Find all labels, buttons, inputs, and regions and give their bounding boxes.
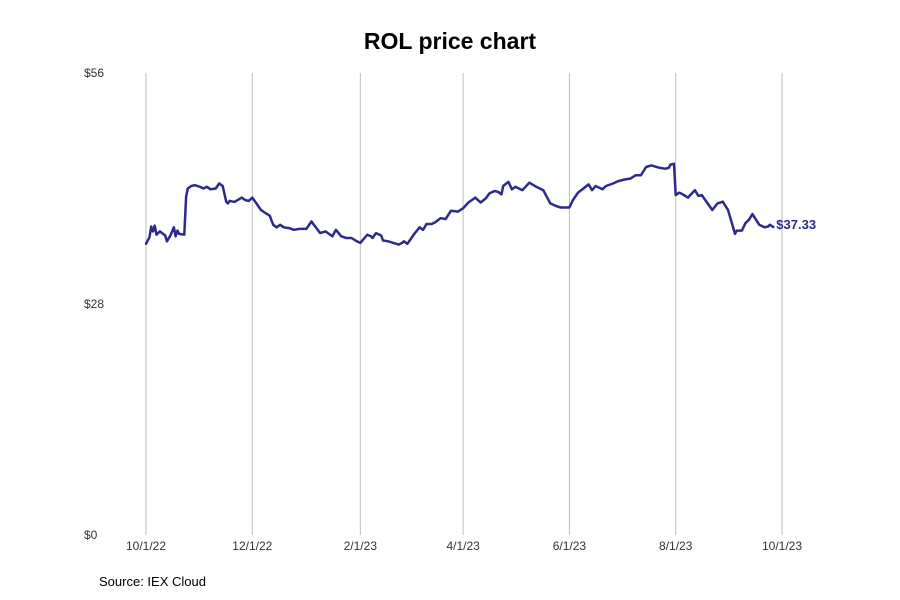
x-tick-label: 10/1/22: [126, 539, 166, 553]
x-tick-label: 12/1/22: [232, 539, 272, 553]
x-tick-label: 10/1/23: [762, 539, 802, 553]
x-axis-labels: 10/1/22 12/1/22 2/1/23 4/1/23 6/1/23 8/1/23 10…: [126, 539, 802, 553]
y-tick-label: $0: [84, 528, 98, 542]
x-tick-label: 6/1/23: [553, 539, 587, 553]
grid-lines: [145, 73, 783, 535]
price-series-line: [144, 162, 775, 246]
x-tick-label: 8/1/23: [659, 539, 693, 553]
x-tick-label: 2/1/23: [344, 539, 378, 553]
y-tick-label: $56: [84, 66, 104, 80]
y-axis-labels: $0 $28 $56: [84, 66, 104, 542]
last-price-label: $37.33: [776, 217, 816, 232]
y-tick-label: $28: [84, 297, 104, 311]
x-tick-label: 4/1/23: [446, 539, 480, 553]
chart-title: ROL price chart: [363, 28, 537, 54]
source-note: Source: IEX Cloud: [99, 574, 206, 589]
